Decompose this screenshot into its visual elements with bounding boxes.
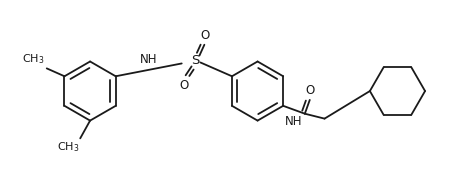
Text: CH$_3$: CH$_3$ [57, 140, 79, 154]
Text: O: O [201, 29, 210, 42]
Text: O: O [179, 79, 188, 92]
Text: NH: NH [285, 115, 303, 128]
Text: S: S [191, 54, 200, 67]
Text: O: O [305, 84, 314, 97]
Text: CH$_3$: CH$_3$ [22, 53, 45, 66]
Text: NH: NH [140, 53, 158, 66]
